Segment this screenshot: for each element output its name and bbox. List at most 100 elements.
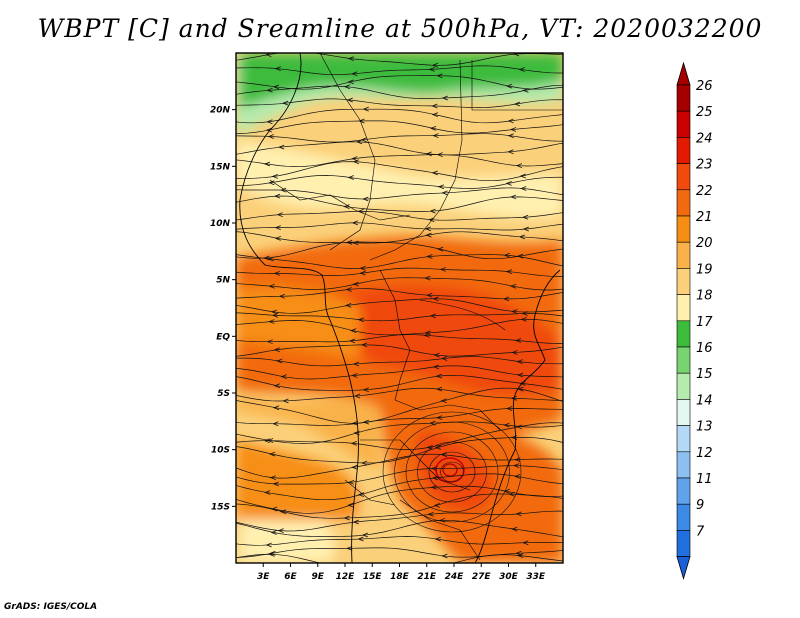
streamline-arrow (428, 217, 435, 223)
border-5 (379, 269, 411, 401)
streamline-arrow (441, 95, 448, 101)
streamline (236, 298, 563, 314)
streamline-arrow (520, 186, 527, 191)
coastlines (239, 53, 561, 563)
streamline-arrow (362, 196, 369, 202)
streamline-arrow (434, 445, 442, 450)
streamline-arrow (270, 530, 277, 535)
streamline-arrow (427, 511, 434, 517)
streamline-arrow (436, 415, 443, 420)
streamline-arrow (432, 133, 439, 138)
border-7 (360, 439, 471, 491)
streamline-arrow (347, 479, 355, 485)
streamline-arrow (522, 87, 529, 93)
lon-tick-label: 30E (499, 572, 519, 582)
streamline-arrow (362, 106, 369, 112)
colorbar-swatch (676, 451, 691, 479)
lon-tick-label: 24E (445, 572, 465, 582)
streamline-arrow (343, 204, 350, 209)
lon-tick-label: 33E (526, 572, 546, 582)
streamline-arrow (431, 62, 439, 68)
streamline-arrow (426, 254, 433, 259)
streamline-arrow (507, 118, 514, 124)
streamline-arrow (513, 101, 521, 107)
field-region-17 (240, 53, 563, 108)
latitude-axis: 20N 15N 10N 5N EQ 5S 10S 15S (210, 106, 236, 512)
colorbar-label: 22 (696, 184, 713, 199)
streamline-arrow (277, 528, 284, 533)
streamline-arrow (352, 519, 359, 525)
colorbar-swatch (676, 477, 691, 505)
streamline-arrow (440, 398, 447, 404)
streamline-arrow (347, 502, 354, 508)
streamline (236, 98, 563, 108)
streamline-arrow (503, 422, 510, 428)
streamline-arrow (351, 220, 358, 226)
streamline (236, 175, 563, 189)
streamline-arrow (505, 181, 512, 186)
coast-east (474, 269, 561, 563)
streamline-arrow (432, 296, 439, 302)
streamline-arrow (433, 352, 440, 358)
streamline-vortex (405, 431, 499, 513)
streamline-arrow (263, 161, 271, 167)
streamline-arrow (273, 347, 280, 353)
colorbar-swatch (676, 215, 691, 243)
streamline-arrow (268, 283, 275, 289)
colorbar: 26 25 24 23 22 21 20 19 18 17 16 15 14 13 12 11 9 7 (676, 61, 713, 581)
lat-tick-label: 5S (217, 389, 230, 399)
streamline-arrow (514, 338, 522, 343)
streamline (236, 547, 563, 558)
streamline-arrow (361, 460, 368, 466)
streamline-arrow (503, 252, 510, 258)
colorbar-label: 18 (696, 289, 713, 304)
streamline-arrow (355, 139, 363, 145)
streamline (236, 141, 563, 156)
streamline-arrow (356, 567, 361, 571)
streamline-arrow (426, 444, 433, 450)
lon-tick-label: 6E (284, 572, 297, 582)
streamline (236, 437, 563, 464)
colorbar-swatch (676, 372, 691, 400)
colorbar-label: 15 (696, 367, 713, 382)
streamline-arrow (351, 71, 358, 77)
streamline-arrow (510, 395, 517, 401)
streamline-arrow (263, 438, 270, 444)
lat-tick-label: 10S (211, 446, 230, 456)
streamline-arrow (515, 550, 522, 556)
streamline-arrow (513, 473, 521, 479)
streamline-arrow (359, 270, 366, 276)
lon-tick-label: 9E (312, 572, 325, 582)
colorbar-label: 21 (696, 210, 713, 225)
streamline-arrow (266, 339, 273, 345)
streamline-arrow (424, 330, 431, 336)
streamline-arrow (507, 149, 514, 155)
footer-credit: GrADS: IGES/COLA (4, 602, 98, 612)
streamline-arrow (440, 452, 448, 458)
streamline-arrow (432, 364, 440, 370)
political-borders (269, 53, 563, 561)
streamline-arrow (280, 374, 287, 379)
streamline-arrow (513, 53, 520, 57)
colorbar-label: 23 (696, 158, 713, 173)
streamline-arrow (354, 393, 361, 399)
streamline-arrow (429, 125, 437, 131)
streamline (236, 288, 563, 300)
lat-tick-label: 5N (216, 276, 230, 286)
streamline-arrow (436, 152, 443, 157)
streamline-arrow (359, 265, 366, 271)
streamline-arrow (345, 303, 352, 308)
streamline-arrow (520, 317, 527, 322)
streamline-arrow (274, 193, 281, 199)
border-3 (471, 60, 563, 111)
streamline (236, 473, 563, 501)
streamline-arrow (352, 240, 359, 246)
streamline-arrow (429, 208, 436, 214)
streamline (236, 465, 563, 485)
streamline (236, 334, 563, 344)
streamline-arrow (272, 84, 280, 90)
streamline-arrow (343, 515, 350, 521)
streamline-vortex (382, 411, 522, 533)
colorbar-swatch (676, 189, 691, 217)
lat-tick-label: 10N (210, 219, 231, 229)
